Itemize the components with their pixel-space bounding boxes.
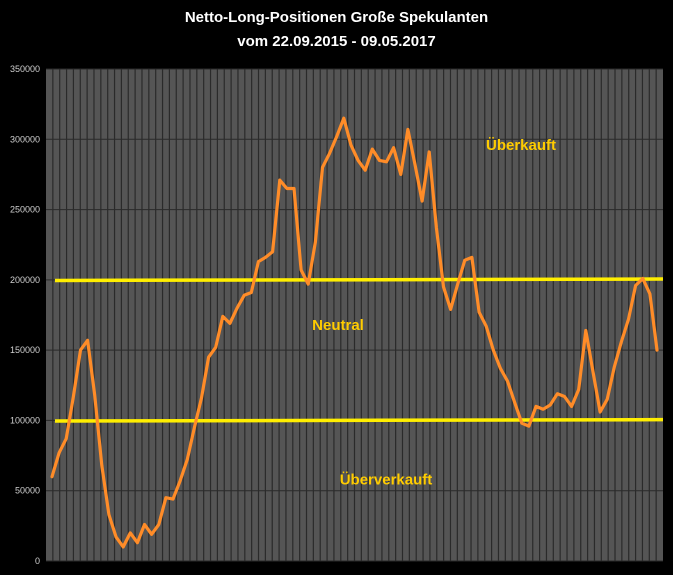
y-tick-label: 100000 [10,415,40,425]
y-tick-label: 200000 [10,275,40,285]
series-line-0 [50,116,659,549]
y-tick-label: 250000 [10,205,40,215]
y-axis-ticks: 0 50000 100000 150000 200000 250000 300000 3500… [10,64,40,566]
reference-line-100000 [54,417,664,423]
annotation-ueberkauft: Überkauft [486,137,556,154]
annotation-neutral: Neutral [312,317,364,334]
zone-annotations: Überkauft Neutral Überverkauft [312,137,556,489]
y-tick-label: 350000 [10,64,40,74]
y-tick-label: 150000 [10,345,40,355]
series-group [50,116,659,549]
reference-line-200000 [54,277,664,283]
annotation-ueberverkauft: Überverkauft [340,471,433,488]
reference-lines [54,277,664,423]
vertical-gridlines [52,69,657,561]
y-tick-label: 300000 [10,134,40,144]
chart-title: Netto-Long-Positionen Große Spekulanten [184,9,489,26]
y-tick-label: 0 [35,556,40,566]
y-tick-label: 50000 [15,486,40,496]
chart-subtitle: vom 22.09.2015 - 09.05.2017 [237,33,436,50]
